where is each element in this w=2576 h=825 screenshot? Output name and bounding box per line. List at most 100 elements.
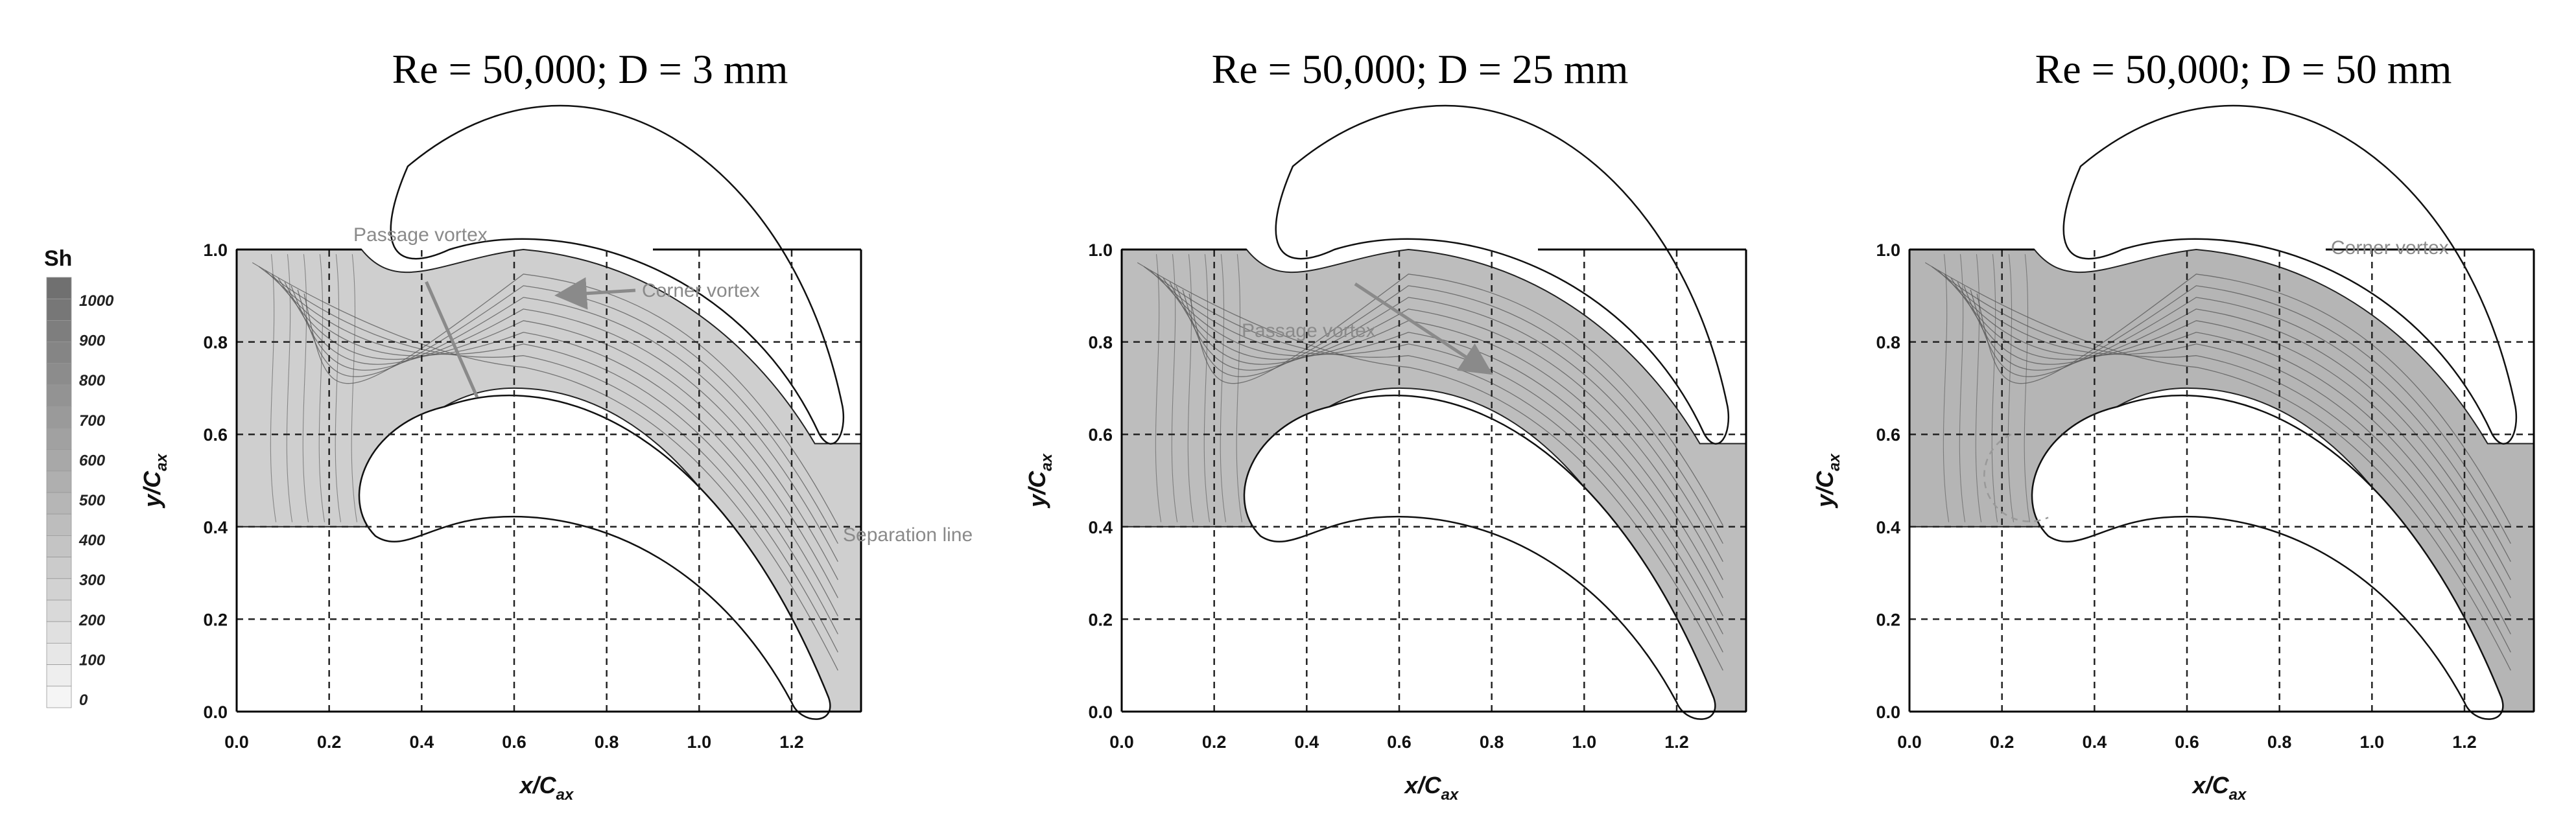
x-axis-label-subscript: ax <box>2229 786 2247 804</box>
panel-title: Re = 50,000; D = 50 mm <box>2035 46 2452 92</box>
legend-color-step <box>46 578 72 601</box>
y-tick-label: 0.6 <box>1088 425 1113 445</box>
contour-line <box>302 254 309 522</box>
x-tick-label: 0.0 <box>224 732 249 752</box>
contour-line <box>1150 270 1723 634</box>
lower-blade-shape <box>2031 394 2504 720</box>
legend-tick-label: 300 <box>79 572 106 589</box>
x-tick-label: 0.2 <box>1990 732 2015 752</box>
x-tick-label: 0.8 <box>2267 732 2292 752</box>
y-axis-label-main: y/C <box>1812 471 1838 509</box>
panel-title: Re = 50,000; D = 3 mm <box>392 46 788 92</box>
contour-line <box>318 254 325 522</box>
legend-color-step <box>46 320 72 342</box>
legend-color-step <box>46 384 72 407</box>
x-axis-label-subscript: ax <box>556 786 574 804</box>
contour-line <box>2024 254 2031 522</box>
contour-panel-3: Re = 50,000; D = 50 mm 0.0 0.2 0.4 0.6 0.8 1.0… <box>1812 46 2535 804</box>
contour-line <box>1143 266 1723 653</box>
flow-annotation-label: Passage vortex <box>353 224 488 246</box>
y-tick-label: 0.6 <box>1876 425 1900 445</box>
x-tick-label: 1.2 <box>2452 732 2477 752</box>
contour-line <box>1963 285 2511 563</box>
upper-blade-shape <box>1275 104 1730 445</box>
contour-line <box>286 254 293 522</box>
y-axis-label: y/Cax <box>1812 452 1843 508</box>
legend-color-steps <box>46 277 72 708</box>
contour-line <box>1924 262 2511 671</box>
upper-blade-shape <box>2062 104 2518 445</box>
annotation-arrow <box>1354 282 1493 375</box>
x-axis-label-main: x/C <box>519 772 557 798</box>
x-tick-label: 1.0 <box>1572 732 1597 752</box>
contour-line <box>284 281 838 580</box>
contour-line <box>1975 254 1982 522</box>
passage-vortex-line <box>425 281 479 399</box>
dashed-grid <box>1909 250 2534 712</box>
x-tick-label: 1.2 <box>1664 732 1689 752</box>
y-axis-label-subscript: ax <box>1826 452 1843 471</box>
legend-color-step <box>46 535 72 558</box>
contour-line <box>1188 273 1723 526</box>
contour-line <box>1169 281 1723 580</box>
legend-tick-label: 600 <box>79 452 106 469</box>
x-tick-label: 0.2 <box>1202 732 1227 752</box>
legend-color-step <box>46 492 72 515</box>
contour-line <box>252 262 838 671</box>
panels-container: Re = 50,000; D = 3 mm 0.0 0.2 0.4 0.6 0.8 1.0 1… <box>139 46 2535 804</box>
y-tick-label: 0.4 <box>1088 518 1113 537</box>
y-axis-label-subscript: ax <box>1038 452 1056 471</box>
y-tick-label: 0.2 <box>1876 610 1900 629</box>
contour-line <box>1220 254 1227 522</box>
x-axis-label: x/Cax <box>2192 772 2247 804</box>
y-tick-label: 0.2 <box>1088 610 1113 629</box>
contour-line <box>1991 254 1998 522</box>
legend-tick-label: 400 <box>78 532 106 550</box>
legend-tick-label: 200 <box>78 612 106 629</box>
contour-line <box>297 285 838 544</box>
y-tick-label: 0.4 <box>1876 518 1900 537</box>
y-tick-label: 1.0 <box>1088 240 1113 260</box>
legend-color-step <box>46 277 72 299</box>
x-tick-label: 0.0 <box>1897 732 1922 752</box>
y-axis-label: y/Cax <box>139 452 171 508</box>
x-tick-label: 1.2 <box>779 732 804 752</box>
contour-line <box>290 285 838 563</box>
lower-blade-shape <box>358 394 831 720</box>
contour-line <box>1959 254 1966 522</box>
contour-line <box>1163 277 1723 598</box>
contour-line <box>1176 285 1723 563</box>
flow-annotation-label: Separation line <box>843 524 973 546</box>
y-tick-label: 0.8 <box>1876 333 1900 353</box>
lower-blade-shape <box>1243 394 1716 720</box>
contour-line <box>1931 266 2511 653</box>
legend-color-step <box>46 643 72 666</box>
y-axis-label-main: y/C <box>139 471 165 509</box>
y-tick-label: 0.8 <box>203 333 228 353</box>
x-tick-label: 0.4 <box>1295 732 1319 752</box>
x-tick-label: 0.8 <box>595 732 619 752</box>
y-tick-label: 0.8 <box>1088 333 1113 353</box>
legend-color-step <box>46 342 72 364</box>
x-tick-label: 0.4 <box>410 732 434 752</box>
legend-color-step <box>46 686 72 708</box>
contour-line <box>265 270 838 634</box>
x-tick-label: 0.0 <box>1109 732 1134 752</box>
panel-title: Re = 50,000; D = 25 mm <box>1212 46 1629 92</box>
contour-lines <box>1924 254 2511 671</box>
contour-line <box>1203 254 1211 522</box>
contour-line <box>1236 254 1243 522</box>
legend-color-step <box>46 298 72 321</box>
legend-tick-label: 700 <box>79 412 106 430</box>
contour-line <box>335 254 342 522</box>
legend-title: Sh <box>44 246 72 271</box>
y-tick-label: 0.0 <box>203 703 228 722</box>
x-axis-label-main: x/C <box>2192 772 2230 798</box>
legend-color-step <box>46 471 72 493</box>
contour-panel-1: Re = 50,000; D = 3 mm 0.0 0.2 0.4 0.6 0.8 1.0 1… <box>139 46 973 804</box>
annotation-arrow <box>554 277 636 310</box>
flow-annotation-label: Passage vortex <box>1242 320 1376 342</box>
legend-tick-label: 900 <box>79 332 106 350</box>
